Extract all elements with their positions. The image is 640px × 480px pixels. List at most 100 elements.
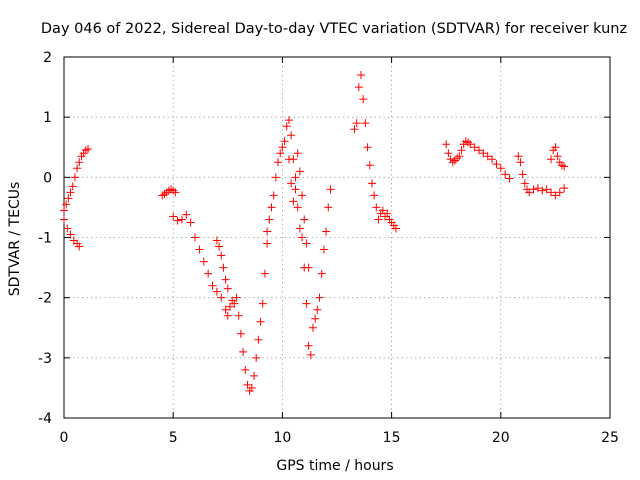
data-point [466, 140, 475, 149]
data-point [291, 173, 300, 182]
data-point [551, 143, 560, 152]
data-point [60, 215, 68, 224]
data-point [551, 191, 560, 200]
data-point [289, 197, 298, 206]
data-point [225, 302, 234, 311]
data-point [274, 158, 283, 167]
data-point [464, 138, 473, 147]
data-point [442, 140, 451, 149]
data-point [378, 206, 387, 215]
grid-layer [64, 57, 610, 418]
series-seg4 [169, 210, 272, 395]
data-point [269, 191, 278, 200]
data-point [317, 269, 326, 278]
y-tick-label: -2 [38, 291, 52, 307]
data-point [359, 95, 368, 104]
series-seg7 [284, 149, 313, 272]
data-point [560, 162, 569, 171]
data-point [208, 281, 217, 290]
x-tick-label: 15 [383, 430, 401, 446]
data-point [241, 365, 250, 374]
series-seg3 [158, 185, 180, 200]
data-point [542, 185, 551, 194]
data-point [470, 143, 479, 152]
data-point [282, 122, 291, 131]
data-point [363, 143, 372, 152]
data-point [313, 305, 322, 314]
data-point [298, 233, 307, 242]
data-point [361, 119, 370, 128]
data-point [474, 146, 483, 155]
data-point [250, 371, 259, 380]
y-tick-label: 1 [43, 110, 52, 126]
y-tick-label: -1 [38, 231, 52, 247]
data-point [260, 269, 269, 278]
data-point [455, 152, 464, 161]
data-point [555, 188, 564, 197]
data-point [322, 227, 331, 236]
data-point [239, 347, 248, 356]
data-point [300, 215, 309, 224]
data-point [62, 200, 71, 209]
data-point [70, 173, 79, 182]
x-tick-label: 10 [273, 430, 291, 446]
data-point [525, 188, 534, 197]
data-point [217, 293, 226, 302]
data-point [234, 311, 243, 320]
data-point [295, 224, 304, 233]
data-point [66, 188, 75, 197]
data-point [73, 164, 82, 173]
data-point [488, 155, 497, 164]
data-point [232, 293, 241, 302]
data-point [230, 299, 239, 308]
data-point [365, 161, 374, 170]
data-point [254, 335, 263, 344]
data-point [444, 149, 453, 158]
points-layer [60, 71, 569, 395]
y-tick-label: -3 [38, 351, 52, 367]
data-point [223, 284, 232, 293]
data-point [195, 245, 204, 254]
data-point [263, 227, 272, 236]
data-point [64, 194, 73, 203]
data-point [501, 170, 510, 179]
data-point [350, 125, 359, 134]
series-seg10 [514, 152, 569, 200]
data-point [520, 179, 529, 188]
data-point [212, 287, 221, 296]
x-tick-label: 20 [492, 430, 510, 446]
data-point [278, 143, 287, 152]
data-point [212, 236, 221, 245]
data-point [204, 269, 213, 278]
data-point [258, 299, 267, 308]
data-point [357, 71, 366, 80]
data-point [457, 146, 466, 155]
data-point [547, 155, 556, 164]
data-point [391, 224, 400, 233]
data-point [252, 353, 261, 362]
data-point [516, 158, 525, 167]
data-point [302, 299, 311, 308]
data-point [302, 239, 311, 248]
data-point [287, 179, 296, 188]
data-point [247, 383, 256, 392]
series-seg8 [350, 71, 400, 233]
series-seg11 [547, 143, 569, 171]
data-point [256, 317, 265, 326]
data-point [352, 119, 361, 128]
data-point [75, 158, 84, 167]
data-point [199, 257, 208, 266]
data-point [284, 116, 293, 125]
data-point [177, 215, 186, 224]
data-point [304, 263, 313, 272]
data-point [505, 174, 514, 183]
data-point [169, 186, 178, 195]
data-point [319, 245, 328, 254]
data-point [529, 185, 538, 194]
tick-layer: 0 5 10 15 20 25 -4 -3 -2 -1 0 1 2 [38, 50, 619, 446]
data-point [514, 152, 523, 161]
series-seg6 [263, 116, 335, 359]
data-point [271, 173, 280, 182]
data-point [518, 170, 527, 179]
